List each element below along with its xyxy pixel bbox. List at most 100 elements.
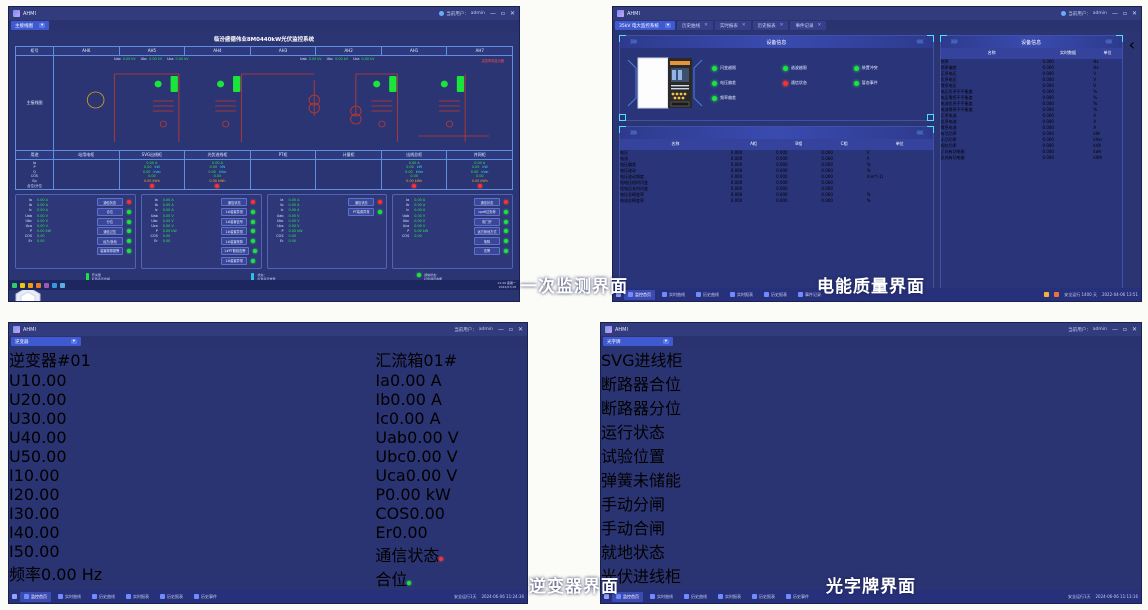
alarm-tile[interactable]: 断路器分位 bbox=[601, 399, 682, 418]
tab-selected[interactable]: 逆变器 ▾ bbox=[11, 337, 81, 346]
table-cell: % bbox=[866, 192, 871, 198]
minimize-button[interactable]: — bbox=[1111, 9, 1118, 17]
taskbar-icon-1[interactable] bbox=[12, 282, 17, 288]
dc-key: U5 bbox=[9, 447, 31, 466]
alarm-tile[interactable]: 运行状态 bbox=[601, 423, 666, 442]
table-cell: 0.000 bbox=[776, 156, 788, 162]
measurement-value: 0.00 A bbox=[162, 197, 174, 202]
table-cell: kVA bbox=[1093, 143, 1101, 149]
chevron-down-icon[interactable]: ▾ bbox=[662, 339, 669, 344]
block-header: 》》》》》 《《《《《 bbox=[620, 127, 933, 139]
collapse-sidebar-toggle[interactable]: ‹ bbox=[1128, 35, 1135, 54]
summary-row: Er0.00 bbox=[375, 523, 527, 542]
metric-value: 0.00 bbox=[475, 174, 484, 179]
maximize-button[interactable]: ▫ bbox=[1122, 9, 1127, 17]
chevron-right-icon: 》》》》》 bbox=[950, 40, 960, 45]
measurement-value: 0.00 V bbox=[37, 218, 48, 223]
status-card: Ia 0.00 A Ib 0.00 A Ic 0.00 A Uab 0.00 V Ubc 0.00… bbox=[140, 193, 262, 269]
nav-item[interactable]: 事件记录 bbox=[794, 290, 825, 300]
alarm-tile[interactable]: 断路器合位 bbox=[601, 375, 682, 394]
taskbar-icon-6[interactable] bbox=[52, 282, 57, 288]
nav-item[interactable]: 实时报表 bbox=[726, 290, 757, 300]
alarm-column-header[interactable]: SVG进线柜 bbox=[601, 351, 683, 370]
close-button[interactable]: ✕ bbox=[1131, 325, 1137, 333]
nav-item[interactable]: 历史报表 bbox=[156, 592, 187, 602]
measurement-list: Ia 0.00 A Ib 0.00 A Ic 0.00 A Uab 0.00 V Ubc 0.00… bbox=[397, 198, 428, 265]
table-cell: 0.000 bbox=[821, 150, 833, 156]
window-primary-monitoring: AHMI 当前用户： admin — ▫ ✕ 主接线图 ▾ 临汾盛德伟业8M04… bbox=[8, 6, 520, 302]
grid-menu-icon[interactable] bbox=[12, 594, 17, 599]
nav-label: 监控首页 bbox=[623, 593, 639, 599]
nav-item[interactable]: 实时曲线 bbox=[658, 290, 689, 300]
close-button[interactable]: ✕ bbox=[1131, 9, 1137, 17]
minimize-button[interactable]: — bbox=[1111, 325, 1118, 333]
table-cell: 电压 bbox=[620, 149, 628, 155]
alarm-tile[interactable]: 手动合闸 bbox=[601, 519, 666, 538]
close-icon[interactable]: ✕ bbox=[779, 23, 784, 28]
close-icon[interactable]: ✕ bbox=[704, 23, 708, 28]
nav-item[interactable]: 历史曲线 bbox=[692, 290, 723, 300]
nav-item[interactable]: 实时曲线 bbox=[54, 592, 85, 602]
nav-label: 实时曲线 bbox=[657, 593, 673, 599]
table-cell: 视在功率 bbox=[940, 142, 957, 148]
taskbar-icon-3[interactable] bbox=[28, 282, 33, 288]
table-cell: 频率 bbox=[940, 58, 949, 64]
nav-item[interactable]: 历史报表 bbox=[748, 592, 779, 602]
grid-menu-icon[interactable] bbox=[604, 594, 609, 599]
tab-selected[interactable]: 35kV 电大监控系统 ▾ bbox=[615, 21, 676, 30]
tab-item[interactable]: 历史报表 ✕ bbox=[752, 21, 789, 30]
taskbar-icon-5[interactable] bbox=[44, 282, 49, 288]
tab-item[interactable]: 实时报表 ✕ bbox=[714, 21, 751, 30]
measurement-key: Ia bbox=[280, 197, 284, 202]
alarm-column-header[interactable]: 光伏进线柜 bbox=[601, 567, 682, 586]
lock-icon bbox=[1044, 292, 1050, 297]
led-lamp bbox=[853, 80, 859, 86]
tab-selected[interactable]: 主接线图 ▾ bbox=[11, 21, 50, 30]
nav-item[interactable]: 实时报表 bbox=[714, 592, 745, 602]
alarm-tile[interactable]: 就地状态 bbox=[601, 543, 666, 562]
nav-item[interactable]: 监控首页 bbox=[20, 591, 51, 602]
nav-item[interactable]: 历史事件 bbox=[190, 592, 221, 602]
chevron-down-icon[interactable]: ▾ bbox=[39, 23, 46, 28]
tab-item[interactable]: 事件记录 ✕ bbox=[790, 21, 827, 30]
measurement-key: Uca bbox=[402, 223, 410, 228]
close-button[interactable]: ✕ bbox=[517, 325, 523, 333]
nav-item[interactable]: 历史报表 bbox=[760, 290, 791, 300]
summary-value: 0.00 kW bbox=[385, 485, 451, 504]
chevron-down-icon[interactable]: ▾ bbox=[70, 339, 77, 344]
tab-selected[interactable]: 光字牌 ▾ bbox=[603, 337, 673, 346]
table-cell: 电压负序不平衡度 bbox=[940, 88, 973, 94]
table-header-cell: 实时数据 bbox=[1042, 48, 1094, 59]
maximize-button[interactable]: ▫ bbox=[508, 325, 513, 333]
nav-item[interactable]: 监控首页 bbox=[612, 591, 643, 602]
schematic-row-label: 主接线图 bbox=[16, 56, 54, 151]
nav-item[interactable]: 历史事件 bbox=[782, 592, 813, 602]
inverter-card[interactable]: 逆变器#01 U10.00 U20.00 U30.00 U40.00 U50.00 I10.… bbox=[9, 347, 371, 603]
alarm-tile[interactable]: 弹簧未储能 bbox=[601, 471, 682, 490]
nav-item[interactable]: 实时曲线 bbox=[646, 592, 677, 602]
nav-item[interactable]: 监控首页 bbox=[624, 289, 655, 300]
taskbar-icon-4[interactable] bbox=[36, 282, 41, 288]
summary-key: Uab bbox=[375, 428, 408, 447]
nav-item[interactable]: 历史曲线 bbox=[88, 592, 119, 602]
close-icon[interactable]: ✕ bbox=[741, 23, 746, 28]
chevron-down-icon[interactable]: ▾ bbox=[664, 23, 672, 28]
close-icon[interactable]: ✕ bbox=[817, 23, 822, 28]
nav-item[interactable]: 历史曲线 bbox=[680, 592, 711, 602]
metric-value-row: 0.00 kVar bbox=[405, 170, 423, 174]
taskbar-icon-7[interactable] bbox=[60, 282, 65, 288]
indicator-row: 远方就地方式 bbox=[474, 227, 508, 236]
close-button[interactable]: ✕ bbox=[509, 9, 515, 17]
maximize-button[interactable]: ▫ bbox=[500, 9, 505, 17]
minimize-button[interactable]: — bbox=[497, 325, 504, 333]
alarm-tile[interactable]: 试验位置 bbox=[601, 447, 666, 466]
nav-item[interactable]: 实时报表 bbox=[122, 592, 153, 602]
table-row: 短电压长时闪变 0.000 0.000 0.000 bbox=[620, 186, 933, 192]
taskbar-icon-2[interactable] bbox=[20, 282, 25, 288]
maximize-button[interactable]: ▫ bbox=[1122, 325, 1127, 333]
alarm-tile[interactable]: 手动分闸 bbox=[601, 495, 666, 514]
tab-item[interactable]: 历史曲线 ✕ bbox=[677, 21, 713, 30]
minimize-button[interactable]: — bbox=[489, 9, 496, 17]
led-lamp bbox=[712, 95, 717, 101]
grid-menu-icon[interactable] bbox=[616, 292, 621, 297]
